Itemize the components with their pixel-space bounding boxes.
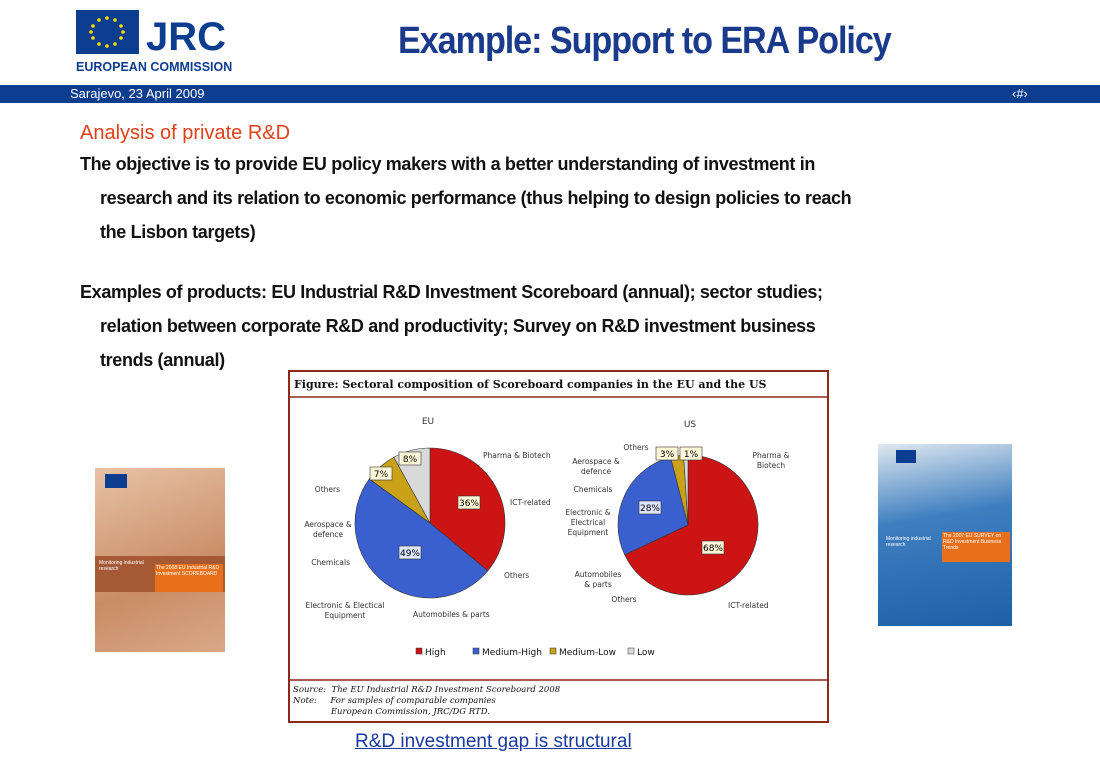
paragraph-line: trends (annual) [100, 350, 225, 370]
paragraph: Examples of products: EU Industrial R&D … [80, 282, 823, 384]
sector-label: & parts [584, 580, 612, 589]
book-series: Monitoring industrial research [886, 536, 931, 548]
sector-label: Others [315, 485, 340, 494]
paragraph-line: relation between corporate R&D and produ… [100, 316, 816, 336]
sector-label: Electronic & [565, 508, 610, 517]
value-label-box [701, 540, 725, 555]
figure: Figure: Sectoral composition of Scoreboa… [288, 370, 829, 723]
sector-label: Automobiles [575, 570, 622, 579]
paragraph: The objective is to provide EU policy ma… [80, 154, 852, 256]
value-label: 28% [640, 504, 660, 514]
value-label-box [398, 451, 422, 466]
value-label: 36% [459, 499, 479, 509]
value-label: 49% [400, 549, 420, 559]
legend-swatch [472, 647, 480, 655]
logo-text: JRC [146, 15, 226, 59]
value-label: 68% [703, 544, 723, 554]
sector-label: defence [313, 530, 344, 539]
sector-label: Others [504, 571, 529, 580]
sector-label: Electronic & Electical [306, 601, 385, 610]
sector-label: Chemicals [311, 558, 350, 567]
sector-label: ICT-related [510, 498, 551, 507]
legend-label: High [425, 648, 446, 658]
sector-label: Pharma & Biotech [483, 451, 551, 460]
pie-slice [429, 447, 506, 572]
sector-label: Others [611, 595, 636, 604]
source-line: European Commission, JRC/DG RTD. [293, 707, 490, 717]
book-title: The 2007 EU SURVEY on R&D Investment Bus… [942, 532, 1010, 562]
footer-link[interactable]: R&D investment gap is structural [355, 731, 632, 752]
jrc-logo: JRC EUROPEAN COMMISSION [76, 10, 232, 74]
source-line: Source: The EU Industrial R&D Investment… [293, 685, 561, 695]
location-date: Sarajevo, 23 April 2009 [70, 86, 205, 101]
legend-label: Medium-Low [559, 648, 616, 658]
source-line: Note: For samples of comparable companie… [292, 696, 497, 706]
value-label: 7% [374, 470, 389, 480]
value-label-box [679, 446, 703, 461]
sector-label: Chemicals [574, 485, 613, 494]
slide-number: ‹#› [1012, 86, 1028, 101]
flag-stars [89, 16, 125, 48]
pie-title: EU [422, 417, 434, 427]
sector-label: Aerospace & [304, 520, 352, 529]
figure-title: Figure: Sectoral composition of Scoreboa… [294, 378, 767, 391]
value-label: 3% [660, 450, 675, 460]
value-label-box [638, 500, 662, 515]
organization: EUROPEAN COMMISSION [76, 60, 232, 74]
value-label-box [398, 545, 422, 560]
sector-label: Electrical [571, 518, 605, 527]
value-label-box [457, 495, 481, 510]
sector-label: Others [623, 443, 648, 452]
sector-label: ICT-related [728, 601, 769, 610]
pie-slice [354, 478, 489, 599]
sector-label: Automobiles & parts [413, 610, 490, 619]
value-label-box [655, 446, 679, 461]
pie-slice [393, 447, 431, 524]
pie-slice [624, 454, 759, 596]
slide-title: Example: Support to ERA Policy [398, 20, 892, 62]
legend-swatch [549, 647, 557, 655]
paragraph-line: Examples of products: EU Industrial R&D … [80, 282, 823, 302]
legend-swatch [627, 647, 635, 655]
sector-label: Equipment [568, 528, 609, 537]
sector-label: Equipment [325, 611, 366, 620]
paragraph-line: research and its relation to economic pe… [100, 188, 852, 208]
book-series: Monitoring industrial research [99, 560, 144, 572]
legend-swatch [415, 647, 423, 655]
paragraph-line: the Lisbon targets) [100, 222, 256, 242]
section-heading: Analysis of private R&D [80, 122, 291, 144]
value-label: 1% [684, 450, 699, 460]
sector-label: Pharma & [753, 451, 790, 460]
pie-title: US [684, 420, 697, 430]
legend-label: Low [637, 648, 655, 658]
value-label: 8% [403, 455, 418, 465]
paragraph-line: The objective is to provide EU policy ma… [80, 154, 816, 174]
legend-label: Medium-High [482, 648, 542, 658]
book-title: The 2008 EU Industrial R&D Investment SC… [155, 564, 223, 592]
sector-label: Biotech [757, 461, 785, 470]
header-bar [0, 85, 1100, 103]
sector-label: defence [581, 467, 612, 476]
survey-cover: Monitoring industrial research The 2007 … [878, 444, 1012, 626]
sector-label: Aerospace & [572, 457, 620, 466]
value-label-box [369, 466, 393, 481]
scoreboard-cover: Monitoring industrial research The 2008 … [95, 468, 225, 652]
